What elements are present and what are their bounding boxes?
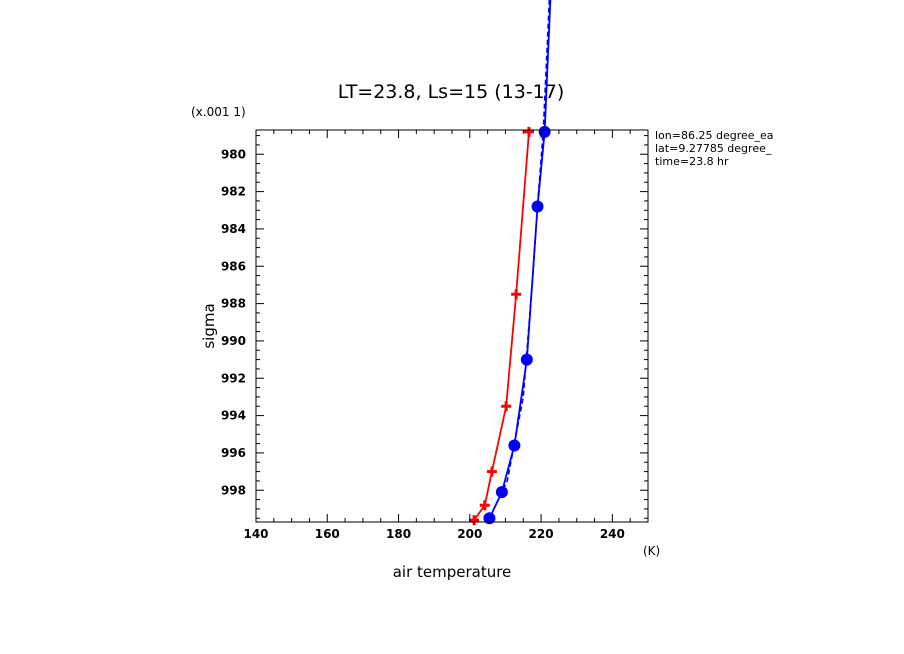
x-tick-label: 240: [600, 527, 625, 541]
y-tick-label: 986: [221, 259, 246, 273]
annotation-time: time=23.8 hr: [655, 155, 729, 168]
series-1-point: [486, 466, 497, 477]
y-tick-label: 988: [221, 297, 246, 311]
y-tick-label: 998: [221, 483, 246, 497]
y-tick-label: 980: [221, 147, 246, 161]
series-1-point: [479, 500, 490, 511]
x-tick-label: 200: [457, 527, 482, 541]
plot-frame: [255, 129, 649, 523]
series-1-point: [469, 515, 480, 526]
series-line-1: [473, 131, 530, 521]
y-tick-label: 990: [221, 334, 246, 348]
y-tick-label: 994: [221, 409, 246, 423]
y-tick-label: 992: [221, 371, 246, 385]
chart-title: LT=23.8, Ls=15 (13-17): [338, 81, 565, 103]
series-clip-group: [469, 0, 552, 526]
y-tick-label: 996: [221, 446, 246, 460]
series-2-point: [531, 200, 544, 213]
annotation-lon: lon=86.25 degree_ea: [655, 129, 774, 142]
series-1-point: [511, 289, 522, 300]
series-line-3: [488, 0, 551, 519]
x-tick-label: 160: [315, 527, 340, 541]
x-axis-label: air temperature: [393, 563, 512, 581]
y-tick-label: 984: [221, 222, 246, 236]
annotation-lat: lat=9.27785 degree_: [655, 142, 772, 155]
series-2-point: [538, 125, 551, 138]
series-2-point: [508, 439, 521, 452]
y-tick-label: 982: [221, 185, 246, 199]
y-scale-note: (x.001 1): [191, 105, 246, 119]
x-tick-label: 220: [529, 527, 554, 541]
axes: 140 160 180 200 220 240 980 982 984 986 988 990 992 9…: [221, 129, 649, 541]
series-layer: [469, 0, 552, 526]
x-tick-label: 180: [386, 527, 411, 541]
x-unit-label: (K): [643, 544, 660, 558]
x-tick-label: 140: [243, 527, 268, 541]
y-axis-label: sigma: [200, 303, 218, 348]
series-1-point: [501, 401, 512, 412]
series-1-point: [523, 126, 534, 137]
